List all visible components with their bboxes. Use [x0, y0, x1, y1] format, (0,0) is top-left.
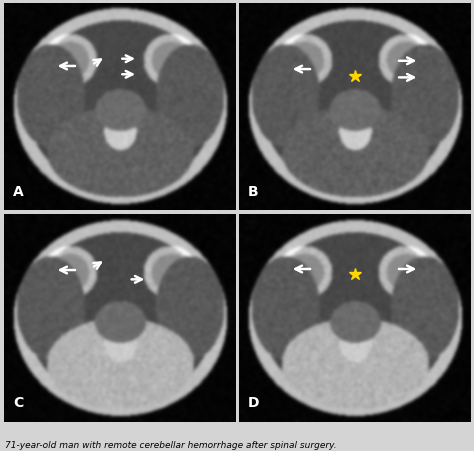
Text: A: A — [13, 184, 24, 198]
Text: 71-year-old man with remote cerebellar hemorrhage after spinal surgery.: 71-year-old man with remote cerebellar h… — [5, 440, 337, 449]
Text: C: C — [13, 395, 23, 409]
Text: D: D — [248, 395, 260, 409]
Text: B: B — [248, 184, 259, 198]
